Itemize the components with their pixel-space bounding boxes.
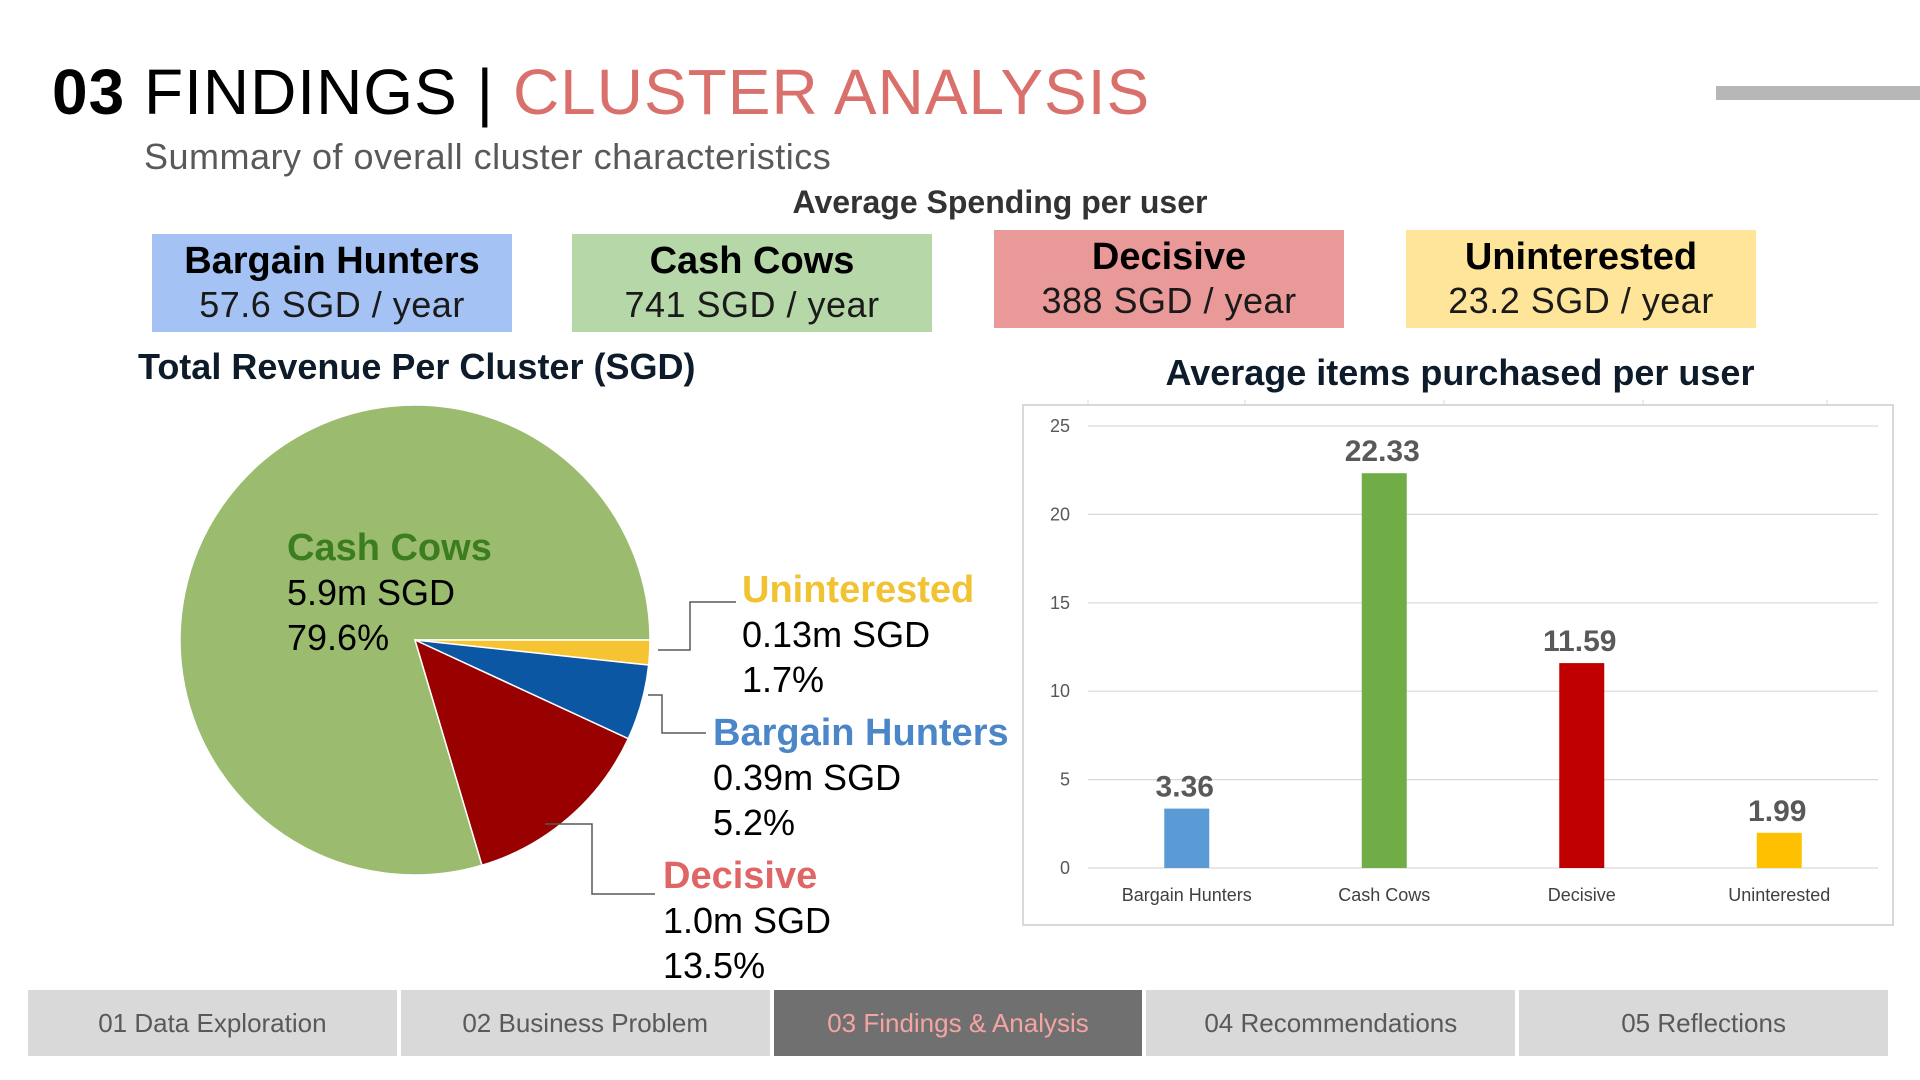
bar-y-tick-label: 20 [1050,504,1070,524]
bar-chart-frame [1022,404,1894,926]
spend-box-name: Decisive [1091,236,1247,278]
bar-y-tick-label: 0 [1060,858,1070,878]
pie-label-percent-cash-cows: 79.6% [287,617,389,658]
bar-y-tick-label: 10 [1050,681,1070,701]
spend-box-name: Uninterested [1464,236,1698,278]
bar-value-label-uninterested: 1.99 [1748,795,1806,828]
section-number: 03 [52,56,126,128]
bar-cash-cows [1361,473,1407,868]
bar-value-label-cash-cows: 22.33 [1345,435,1420,468]
title-accent: CLUSTER ANALYSIS [512,56,1151,128]
spend-box-value: 388 SGD / year [1041,280,1297,321]
title-rule [1716,86,1920,100]
bar-bargain-hunters [1164,808,1210,868]
items-bar-chart: 0 5 10 15 20 25 3.36 Bargain Hunters 22.33 Cash C… [1050,400,1878,905]
nav-item-reflections[interactable]: 05 Reflections [1519,990,1888,1056]
pie-label-percent-decisive: 13.5% [663,945,765,986]
bar-y-tick-label: 25 [1050,416,1070,436]
pie-label-percent-uninterested: 1.7% [742,659,824,700]
pie-leader-decisive [545,823,655,895]
pie-label-name-decisive: Decisive [663,855,817,897]
pie-label-amount-bargain-hunters: 0.39m SGD [713,757,901,798]
pie-leader-uninterested [658,601,736,651]
pie-label-name-bargain-hunters: Bargain Hunters [713,712,1009,754]
bar-uninterested [1756,832,1802,868]
title-main: FINDINGS [143,56,458,128]
pie-label-name-uninterested: Uninterested [742,569,974,611]
spend-box-value: 741 SGD / year [624,284,880,325]
slide-subtitle: Summary of overall cluster characteristi… [144,136,832,177]
spend-box-value: 23.2 SGD / year [1448,280,1714,321]
spend-box-decisive: Decisive 388 SGD / year [994,230,1344,328]
pie-slice-decisive [413,638,630,867]
bar-value-label-decisive: 11.59 [1543,625,1616,658]
bar-y-tick-label: 15 [1050,593,1070,613]
bar-value-label-bargain-hunters: 3.36 [1156,771,1214,804]
nav-item-business-problem[interactable]: 02 Business Problem [400,990,770,1056]
pie-leader-bargain-hunters [648,694,706,734]
slide-title: 03 FINDINGS | CLUSTER ANALYSIS [52,52,1150,132]
spend-box-name: Cash Cows [649,240,855,282]
nav-item-data-exploration[interactable]: 01 Data Exploration [28,990,397,1056]
bar-y-tick-label: 5 [1060,770,1070,790]
spending-heading: Average Spending per user [792,184,1208,220]
bar-chart-title: Average items purchased per user [1165,352,1755,393]
spend-box-bargain-hunters: Bargain Hunters 57.6 SGD / year [152,234,512,332]
pie-label-amount-uninterested: 0.13m SGD [742,614,930,655]
spend-box-uninterested: Uninterested 23.2 SGD / year [1406,230,1756,328]
spend-box-value: 57.6 SGD / year [199,284,465,325]
nav-item-recommendations[interactable]: 04 Recommendations [1146,990,1516,1056]
bar-decisive [1559,663,1605,868]
section-nav: 01 Data Exploration 02 Business Problem … [28,990,1888,1056]
bar-category-label-bargain-hunters: Bargain Hunters [1122,885,1252,905]
nav-item-findings-analysis[interactable]: 03 Findings & Analysis [773,990,1143,1056]
pie-label-amount-cash-cows: 5.9m SGD [287,572,455,613]
bar-category-label-uninterested: Uninterested [1728,885,1830,905]
bar-category-label-decisive: Decisive [1548,885,1616,905]
pie-chart-title: Total Revenue Per Cluster (SGD) [138,346,696,387]
title-separator: | [476,56,495,128]
pie-label-name-cash-cows: Cash Cows [287,527,492,569]
pie-label-amount-decisive: 1.0m SGD [663,900,831,941]
spend-box-cash-cows: Cash Cows 741 SGD / year [572,234,932,332]
bar-category-label-cash-cows: Cash Cows [1338,885,1430,905]
spend-box-name: Bargain Hunters [184,240,480,282]
pie-label-percent-bargain-hunters: 5.2% [713,802,795,843]
